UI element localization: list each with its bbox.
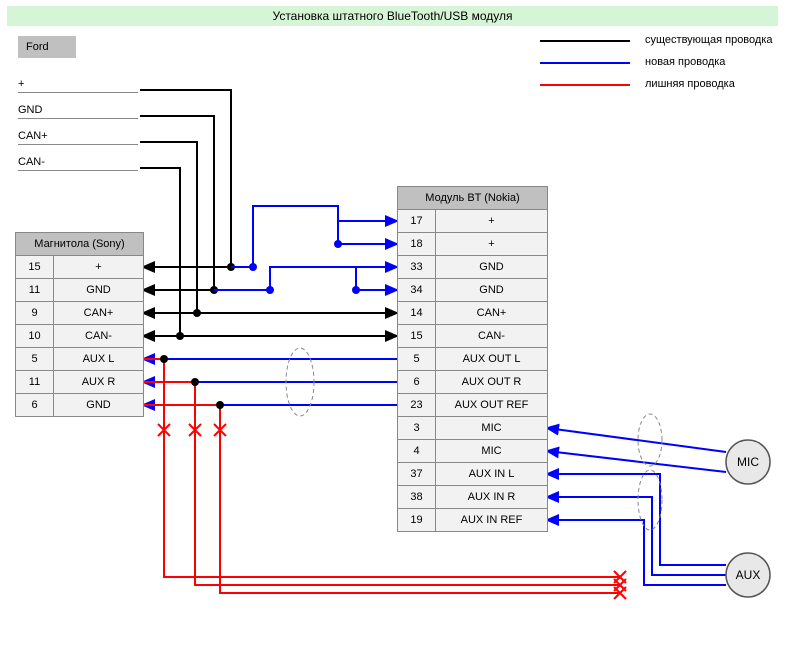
signal-cell: MIC bbox=[436, 440, 548, 463]
pin-cell: 5 bbox=[16, 348, 54, 371]
pin-cell: 5 bbox=[398, 348, 436, 371]
signal-cell: AUX OUT L bbox=[436, 348, 548, 371]
pin-cell: 37 bbox=[398, 463, 436, 486]
signal-cell: CAN- bbox=[436, 325, 548, 348]
signal-cell: MIC bbox=[436, 417, 548, 440]
pin-cell: 11 bbox=[16, 279, 54, 302]
signal-cell: AUX OUT REF bbox=[436, 394, 548, 417]
signal-cell: AUX L bbox=[54, 348, 144, 371]
signal-cell: + bbox=[54, 256, 144, 279]
signal-cell: GND bbox=[436, 279, 548, 302]
right-connector-table: Модуль BT (Nokia) 17+18+33GND34GND14CAN+… bbox=[397, 186, 548, 532]
pin-cell: 23 bbox=[398, 394, 436, 417]
left-table-title: Магнитола (Sony) bbox=[16, 233, 144, 256]
signal-cell: CAN- bbox=[54, 325, 144, 348]
pin-cell: 6 bbox=[16, 394, 54, 417]
signal-cell: AUX IN REF bbox=[436, 509, 548, 532]
signal-cell: GND bbox=[54, 279, 144, 302]
pin-cell: 4 bbox=[398, 440, 436, 463]
svg-text:MIC: MIC bbox=[737, 455, 759, 469]
pin-cell: 33 bbox=[398, 256, 436, 279]
pin-cell: 6 bbox=[398, 371, 436, 394]
left-connector-table: Магнитола (Sony) 15+11GND9CAN+10CAN-5AUX… bbox=[15, 232, 144, 417]
signal-cell: GND bbox=[436, 256, 548, 279]
pin-cell: 15 bbox=[398, 325, 436, 348]
pin-cell: 10 bbox=[16, 325, 54, 348]
pin-cell: 9 bbox=[16, 302, 54, 325]
pin-cell: 18 bbox=[398, 233, 436, 256]
signal-cell: CAN+ bbox=[54, 302, 144, 325]
svg-text:AUX: AUX bbox=[736, 568, 761, 582]
pin-cell: 11 bbox=[16, 371, 54, 394]
pin-cell: 17 bbox=[398, 210, 436, 233]
signal-cell: AUX IN R bbox=[436, 486, 548, 509]
signal-cell: AUX R bbox=[54, 371, 144, 394]
pin-cell: 15 bbox=[16, 256, 54, 279]
signal-cell: CAN+ bbox=[436, 302, 548, 325]
signal-cell: + bbox=[436, 233, 548, 256]
signal-cell: + bbox=[436, 210, 548, 233]
pin-cell: 3 bbox=[398, 417, 436, 440]
pin-cell: 38 bbox=[398, 486, 436, 509]
signal-cell: AUX OUT R bbox=[436, 371, 548, 394]
right-table-title: Модуль BT (Nokia) bbox=[398, 187, 548, 210]
pin-cell: 19 bbox=[398, 509, 436, 532]
signal-cell: AUX IN L bbox=[436, 463, 548, 486]
pin-cell: 34 bbox=[398, 279, 436, 302]
signal-cell: GND bbox=[54, 394, 144, 417]
pin-cell: 14 bbox=[398, 302, 436, 325]
